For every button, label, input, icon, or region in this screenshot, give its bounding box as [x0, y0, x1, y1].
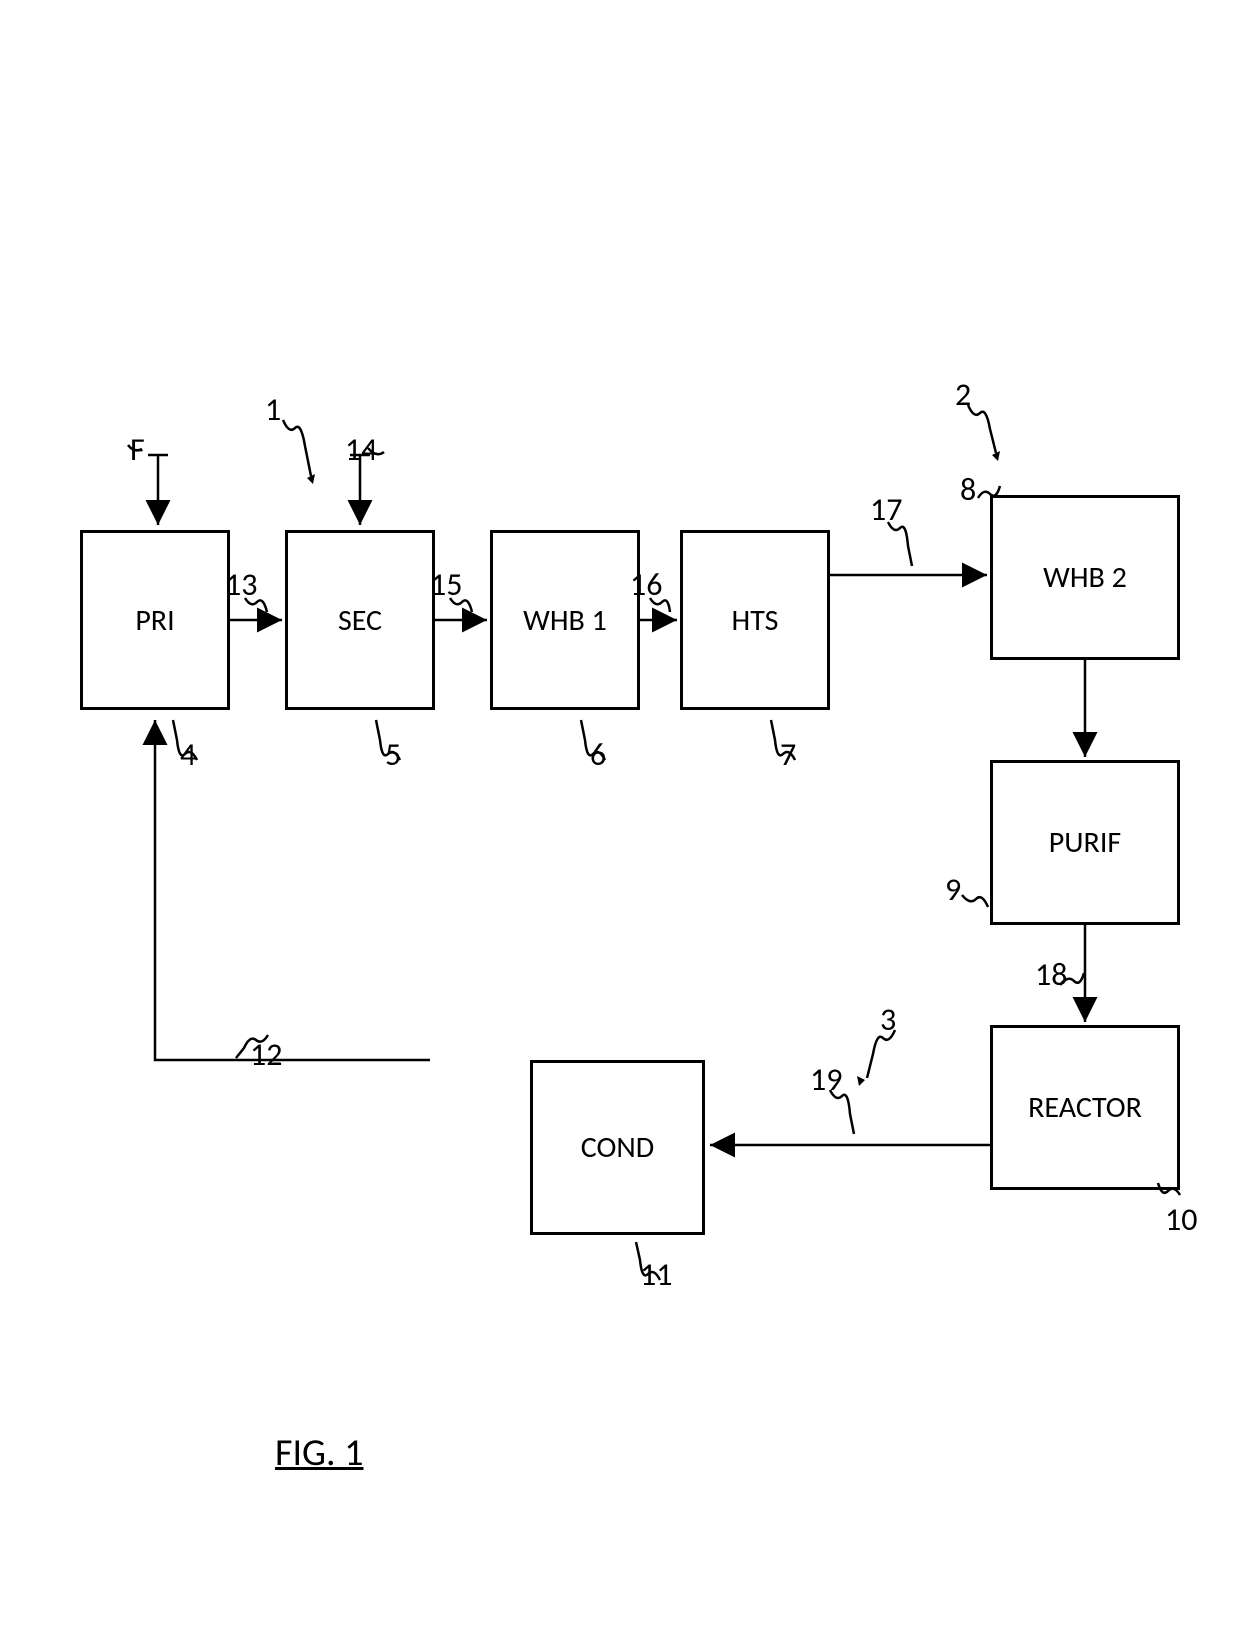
ref-16: 16 [630, 565, 662, 604]
ref-10: 10 [1165, 1200, 1197, 1239]
node-sec: SEC [285, 530, 435, 710]
node-hts: HTS [680, 530, 830, 710]
ref-F: F [130, 430, 145, 469]
squiggle-9 [962, 895, 988, 907]
squiggle-r1 [283, 420, 311, 476]
ref-11: 11 [640, 1255, 672, 1294]
ref-9: 9 [945, 870, 961, 909]
ref-6: 6 [590, 735, 606, 774]
ref-8: 8 [960, 470, 976, 509]
node-purif: PURIF [990, 760, 1180, 925]
ref-7: 7 [780, 735, 796, 774]
node-whb1: WHB 1 [490, 530, 640, 710]
node-reactor: REACTOR [990, 1025, 1180, 1190]
node-label: HTS [732, 602, 779, 639]
ref-4: 4 [180, 735, 196, 774]
node-label: COND [581, 1129, 654, 1166]
ref-17: 17 [870, 490, 902, 529]
ref-2: 2 [955, 375, 971, 414]
node-label: REACTOR [1028, 1089, 1142, 1126]
ref-14: 14 [345, 430, 377, 469]
ref-18: 18 [1035, 955, 1067, 994]
head-r3 [857, 1076, 865, 1086]
node-label: WHB 1 [523, 602, 607, 639]
ref-13: 13 [225, 565, 257, 604]
node-label: SEC [338, 602, 382, 639]
diagram-canvas: PRI SEC WHB 1 HTS WHB 2 PURIF REACTOR CO… [0, 0, 1240, 1638]
ref-5: 5 [385, 735, 401, 774]
ref-19: 19 [810, 1060, 842, 1099]
figure-label: FIG. 1 [275, 1430, 363, 1476]
ref-12: 12 [250, 1035, 282, 1074]
node-label: PURIF [1049, 824, 1121, 861]
node-label: PRI [135, 602, 174, 639]
node-cond: COND [530, 1060, 705, 1235]
head-r1 [307, 474, 315, 484]
node-label: WHB 2 [1043, 559, 1127, 596]
ref-15: 15 [430, 565, 462, 604]
head-r2 [992, 451, 1000, 461]
node-whb2: WHB 2 [990, 495, 1180, 660]
squiggle-r2 [968, 405, 996, 453]
ref-3: 3 [880, 1000, 896, 1039]
ref-1: 1 [265, 390, 281, 429]
node-pri: PRI [80, 530, 230, 710]
